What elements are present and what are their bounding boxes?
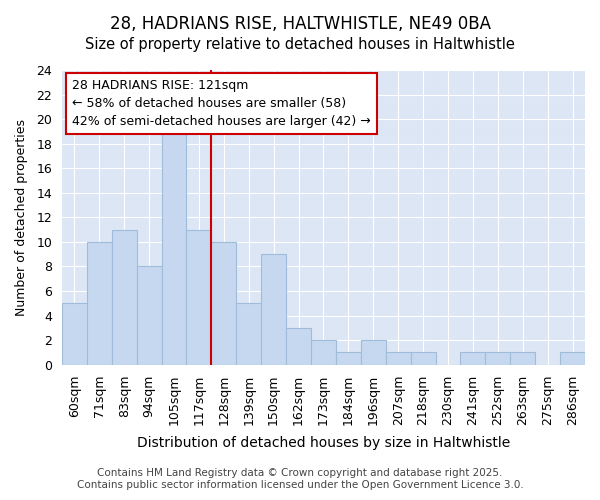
Bar [410,352,436,364]
Bar [560,352,585,364]
Bar [361,340,386,364]
Bar [187,230,211,364]
Text: Size of property relative to detached houses in Haltwhistle: Size of property relative to detached ho… [85,38,515,52]
Bar [286,328,311,364]
Text: 28 HADRIANS RISE: 121sqm
← 58% of detached houses are smaller (58)
42% of semi-d: 28 HADRIANS RISE: 121sqm ← 58% of detach… [73,79,371,128]
Bar [386,352,410,364]
Bar [485,352,510,364]
Bar [137,266,161,364]
Bar [236,304,261,364]
Bar [460,352,485,364]
Bar [336,352,361,364]
Bar [161,132,187,364]
Bar [87,242,112,364]
Bar [62,304,87,364]
X-axis label: Distribution of detached houses by size in Haltwhistle: Distribution of detached houses by size … [137,436,510,450]
Y-axis label: Number of detached properties: Number of detached properties [15,119,28,316]
Bar [112,230,137,364]
Bar [510,352,535,364]
Bar [311,340,336,364]
Bar [211,242,236,364]
Text: Contains HM Land Registry data © Crown copyright and database right 2025.
Contai: Contains HM Land Registry data © Crown c… [77,468,523,490]
Text: 28, HADRIANS RISE, HALTWHISTLE, NE49 0BA: 28, HADRIANS RISE, HALTWHISTLE, NE49 0BA [110,15,491,33]
Bar [261,254,286,364]
